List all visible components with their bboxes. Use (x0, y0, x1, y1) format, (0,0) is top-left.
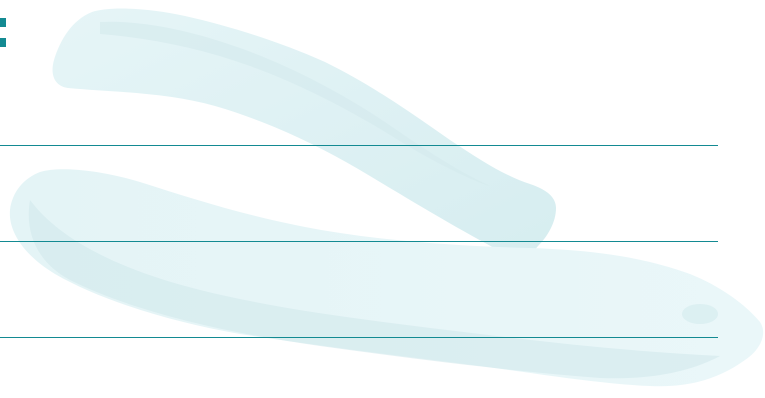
ruled-line (0, 337, 718, 338)
corner-bracket-icon (0, 18, 6, 48)
upper-sole-shape (52, 8, 556, 258)
lower-sole-shape (9, 169, 764, 387)
corner-bracket-bottom (0, 38, 6, 47)
corner-bracket-top (0, 18, 6, 27)
ruled-line (0, 145, 718, 146)
ruled-line (0, 241, 718, 242)
